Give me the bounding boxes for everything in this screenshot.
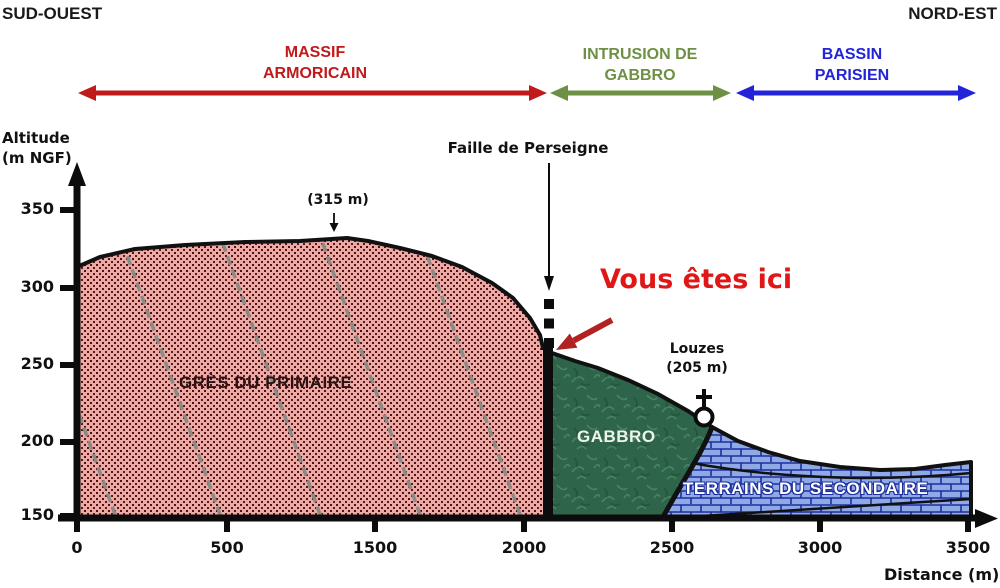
x-axis-arrowhead (975, 509, 998, 528)
fault-pointer-arrow (544, 163, 554, 291)
x-tick-0: 0 (71, 538, 83, 557)
gres-du-primaire-area (77, 238, 543, 519)
louzes-label: Louzes (205 m) (637, 340, 757, 378)
region-label-bassin: BASSIN PARISIEN (742, 44, 962, 86)
louzes-name: Louzes (669, 341, 725, 357)
y-axis (60, 182, 81, 520)
region-massif-line2: ARMORICAIN (263, 65, 367, 82)
intrusion-gabbro-arrow (550, 85, 731, 101)
gabbro-area (552, 353, 712, 519)
peak-elevation-label: (315 m) (307, 192, 369, 208)
peak-pointer-arrow (329, 213, 339, 232)
compass-sud-ouest: SUD-OUEST (2, 4, 103, 23)
church-icon (693, 389, 715, 428)
region-label-gabbro: INTRUSION DE GABBRO (530, 44, 750, 86)
terrains-secondaire-area (662, 427, 971, 519)
fault-trace-dotted (544, 299, 554, 348)
region-label-massif: MASSIF ARMORICAIN (205, 42, 425, 84)
x-tick-2000: 2000 (501, 538, 547, 557)
x-axis (58, 514, 978, 532)
unit-label-gabbro: GABBRO (577, 427, 656, 446)
y-tick-300: 300 (20, 277, 54, 296)
region-bassin-line2: PARISIEN (814, 67, 890, 84)
region-gabbro-line2: GABBRO (604, 67, 676, 84)
x-tick-3500: 3500 (945, 538, 991, 557)
x-tick-500: 500 (210, 538, 244, 557)
y-axis-arrowhead (68, 162, 86, 186)
bassin-parisien-arrow (736, 85, 976, 101)
gabbro-surface-outline (550, 351, 714, 429)
y-axis-title-line1: Altitude (2, 129, 70, 147)
unit-label-terrains: TERRAINS DU SECONDAIRE (683, 479, 929, 498)
you-are-here-arrow (556, 317, 614, 350)
y-axis-title-line2: (m NGF) (2, 149, 72, 167)
fault-label: Faille de Perseigne (447, 139, 609, 157)
x-tick-2500: 2500 (649, 538, 695, 557)
compass-nord-est: NORD-EST (908, 4, 997, 23)
terrains-surface-outline (710, 425, 973, 473)
y-tick-350: 350 (20, 199, 54, 218)
unit-label-gres: GRÈS DU PRIMAIRE (179, 373, 353, 392)
region-bassin-line1: BASSIN (821, 46, 883, 63)
gabbro-terrains-contact (659, 426, 715, 521)
fault-line (543, 348, 553, 519)
bedding-dashed-lines (77, 238, 524, 519)
you-are-here-label: Vous êtes ici (600, 264, 793, 295)
y-axis-title: Altitude (m NGF) (2, 128, 72, 168)
y-tick-250: 250 (20, 354, 54, 373)
louzes-elevation: (205 m) (666, 360, 728, 376)
terrains-bedding-line-upper (691, 461, 972, 480)
x-axis-title: Distance (m) (884, 565, 1000, 584)
gres-surface-outline (75, 236, 545, 350)
massif-armoricain-arrow (78, 85, 547, 101)
region-massif-line1: MASSIF (284, 44, 346, 61)
y-tick-200: 200 (20, 431, 54, 450)
region-gabbro-line1: INTRUSION DE (582, 46, 698, 63)
terrains-bedding-line-lower (701, 497, 972, 518)
x-tick-3000: 3000 (797, 538, 843, 557)
x-tick-1500: 1500 (352, 538, 398, 557)
y-tick-150: 150 (20, 505, 54, 524)
